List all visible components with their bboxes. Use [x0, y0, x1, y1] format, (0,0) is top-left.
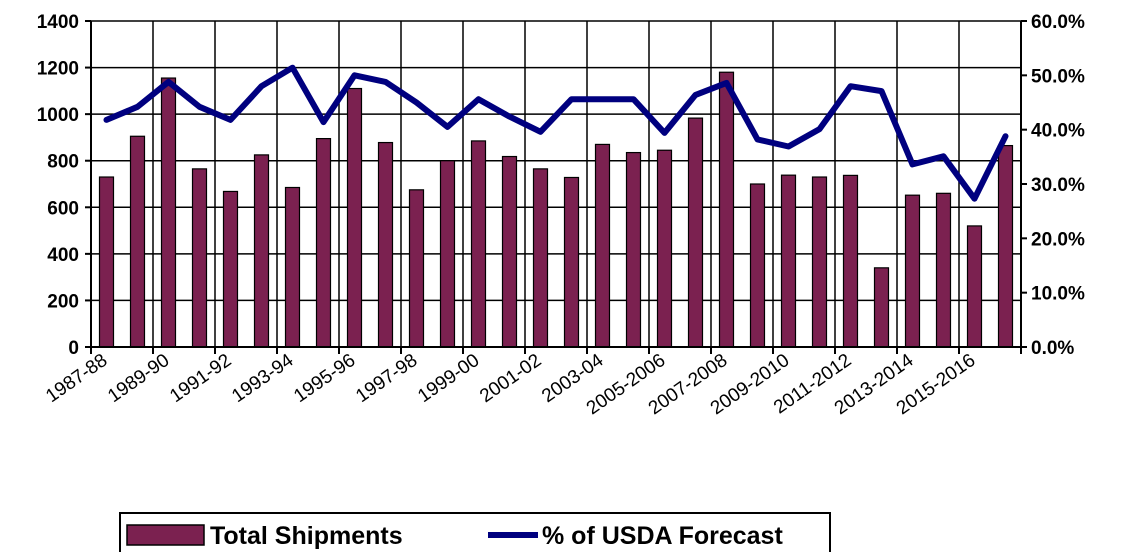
right-tick-label: 10.0% [1031, 284, 1085, 305]
bar-1996-97 [377, 141, 394, 348]
bar-1997-98 [408, 189, 425, 348]
usda-forecast-line [103, 64, 1009, 202]
x-axis-ticks: 1987-881989-901991-921993-941995-961997-… [42, 347, 1022, 419]
bar-2008-2009 [749, 183, 766, 348]
bar-2007-2008 [718, 71, 735, 348]
right-tick-label: 0.0% [1031, 338, 1074, 359]
bar-1998-99 [439, 160, 456, 348]
bar-2016-2017 [997, 144, 1014, 348]
left-axis-ticks: 0 200 400 600 800 1000 1200 1400 [37, 12, 91, 359]
bar-1992-93 [253, 154, 270, 348]
bar-1989-90 [160, 77, 177, 348]
x-tick-label: 1989-90 [104, 350, 173, 407]
left-tick-label: 600 [47, 198, 79, 219]
left-tick-label: 800 [47, 152, 79, 173]
bar-2011-2012 [842, 174, 859, 348]
x-tick-label: 1993-94 [228, 350, 298, 407]
legend-bar-swatch [126, 524, 205, 546]
left-tick-label: 1200 [37, 59, 79, 80]
bar-1987-88 [98, 176, 115, 348]
bar-2012-2013 [873, 267, 890, 348]
x-tick-label: 1999-00 [414, 350, 483, 407]
bar-2002-03 [563, 176, 580, 348]
legend-bar-label: Total Shipments [210, 522, 403, 550]
legend: Total Shipments % of USDA Forecast [119, 512, 831, 557]
x-tick-label: 1997-98 [352, 350, 421, 407]
bar-2001-02 [532, 168, 549, 348]
legend-box [119, 512, 831, 557]
bar-1993-94 [284, 186, 301, 348]
bar-series [98, 71, 1014, 348]
x-tick-label: 1991-92 [166, 350, 235, 407]
bar-1988-89 [129, 135, 146, 348]
bar-1990-91 [191, 168, 208, 348]
bar-1999-00 [470, 140, 487, 348]
line-series [103, 64, 1009, 202]
bar-2000-01 [501, 155, 518, 348]
right-tick-label: 40.0% [1031, 121, 1085, 142]
left-tick-label: 200 [47, 291, 79, 312]
bar-2015-2016 [966, 225, 983, 348]
left-tick-label: 1000 [37, 105, 79, 126]
left-tick-label: 400 [47, 245, 79, 266]
right-tick-label: 20.0% [1031, 229, 1085, 250]
bar-1991-92 [222, 190, 239, 348]
bar-2010-2011 [811, 176, 828, 348]
left-tick-label: 1400 [37, 12, 79, 33]
right-tick-label: 60.0% [1031, 12, 1085, 33]
x-tick-label: 1995-96 [290, 350, 359, 407]
bar-1994-95 [315, 137, 332, 348]
bar-2003-04 [594, 143, 611, 348]
bar-2014-2015 [935, 192, 952, 348]
bar-2013-2014 [904, 194, 921, 348]
bar-2006-2007 [687, 117, 704, 348]
right-tick-label: 30.0% [1031, 175, 1085, 196]
bar-2009-2010 [780, 174, 797, 348]
legend-line-label: % of USDA Forecast [542, 522, 783, 550]
right-tick-label: 50.0% [1031, 66, 1085, 87]
bar-1995-96 [346, 87, 363, 348]
bar-2004-2005 [625, 151, 642, 348]
right-axis-ticks: 0.0% 10.0% 20.0% 30.0% 40.0% 50.0% 60.0% [1021, 12, 1085, 359]
x-tick-label: 2001-02 [476, 350, 545, 407]
left-tick-label: 0 [68, 338, 79, 359]
bar-2005-2006 [656, 149, 673, 348]
